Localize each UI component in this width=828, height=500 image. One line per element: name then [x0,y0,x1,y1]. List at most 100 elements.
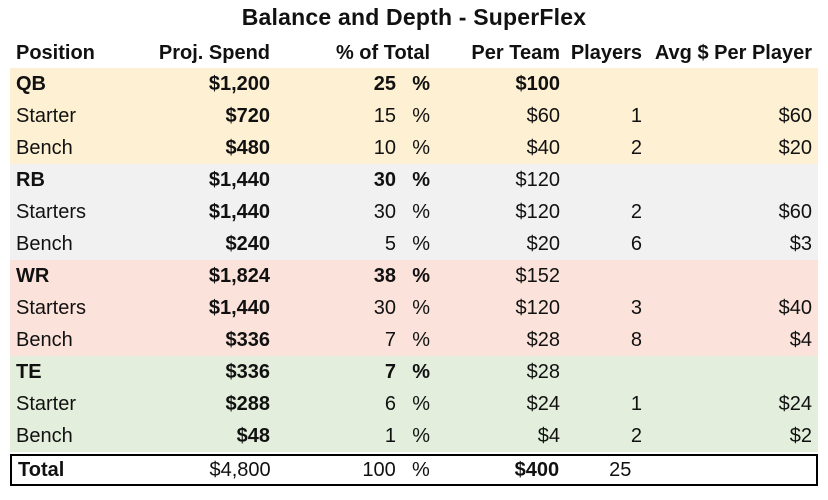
cell-pct: 1% [270,420,430,452]
cell-players: 3 [630,296,642,319]
cell-avg: $2 [789,424,812,447]
cell-avg [642,164,818,196]
cell-pct: 38% [270,260,430,292]
cell-avg [642,356,818,388]
cell-spend: $4,800 [209,458,271,481]
cell-players [560,68,642,100]
cell-players: 1 [630,104,642,127]
cell-pct-value: 30 [373,168,396,191]
cell-pct-value: 7 [384,360,396,383]
table-row-wr-bench: Bench $336 7% $28 8 $4 [10,324,818,356]
cell-players: 25 [609,458,632,481]
cell-pct-sign: % [412,136,430,159]
cell-position: Starters [16,296,87,319]
table-row-qb-bench: Bench $480 10% $40 2 $20 [10,132,818,164]
cell-avg [642,68,818,100]
cell-spend: $1,440 [208,168,270,191]
table-row-te: TE $336 7% $28 [10,356,818,388]
cell-per-team: $20 [526,232,560,255]
header-players: Players [570,41,642,64]
cell-position: Starter [16,104,77,127]
cell-per-team: $60 [526,104,560,127]
cell-pct-value: 6 [384,392,396,415]
cell-per-team: $120 [515,168,561,191]
cell-avg: $20 [778,136,812,159]
cell-per-team: $24 [526,392,560,415]
cell-spend: $1,200 [208,72,270,95]
cell-pct-sign: % [412,232,430,255]
cell-spend: $720 [225,104,271,127]
cell-pct-sign: % [412,104,430,127]
cell-position: Bench [16,232,73,255]
cell-spend: $480 [225,136,271,159]
cell-pct-sign: % [412,360,430,383]
cell-position: Total [18,458,65,481]
cell-pct: 25% [270,68,430,100]
header-position: Position [16,41,95,64]
cell-players [560,260,642,292]
cell-pct-sign: % [411,458,430,481]
cell-avg: $60 [778,104,812,127]
cell-position: Starters [16,200,87,223]
cell-players: 2 [630,136,642,159]
cell-per-team: $28 [526,328,560,351]
cell-spend: $1,440 [208,200,270,223]
cell-pct: 7% [270,324,430,356]
cell-avg: $4 [789,328,812,351]
cell-avg: $40 [778,296,812,319]
cell-pct-value: 1 [384,424,396,447]
cell-pct-value: 7 [384,328,396,351]
header-row: Position Proj. Spend % of Total Per Team… [10,38,818,68]
balance-depth-table: Position Proj. Spend % of Total Per Team… [10,38,818,486]
cell-per-team: $120 [515,200,561,223]
table-row-wr: WR $1,824 38% $152 [10,260,818,292]
cell-per-team: $152 [515,264,561,287]
cell-pct: 100% [271,456,430,484]
cell-pct-value: 30 [373,200,396,223]
cell-spend: $336 [225,328,271,351]
cell-players: 8 [630,328,642,351]
cell-pct-sign: % [412,424,430,447]
cell-pct: 5% [270,228,430,260]
cell-per-team: $40 [526,136,560,159]
cell-position: QB [16,72,46,95]
cell-pct-sign: % [412,168,430,191]
cell-players: 2 [630,424,642,447]
cell-position: Starter [16,392,77,415]
cell-pct: 30% [270,292,430,324]
cell-avg: $60 [778,200,812,223]
cell-pct-value: 100 [362,458,396,481]
cell-pct-sign: % [412,328,430,351]
table-row-rb-bench: Bench $240 5% $20 6 $3 [10,228,818,260]
cell-pct-value: 15 [373,104,396,127]
cell-pct: 30% [270,196,430,228]
cell-position: RB [16,168,45,191]
cell-spend: $1,824 [208,264,270,287]
table-row-total: Total $4,800 100% $400 25 [10,454,818,486]
cell-players [560,164,642,196]
table-row-te-starter: Starter $288 6% $24 1 $24 [10,388,818,420]
cell-pct-sign: % [412,264,430,287]
cell-spend: $336 [225,360,271,383]
cell-spend: $48 [236,424,270,447]
cell-per-team: $100 [515,72,561,95]
cell-pct-value: 25 [373,72,396,95]
cell-position: WR [16,264,50,287]
header-proj-spend: Proj. Spend [158,41,270,64]
cell-pct: 30% [270,164,430,196]
cell-per-team: $4 [537,424,560,447]
cell-players: 6 [630,232,642,255]
table-row-qb: QB $1,200 25% $100 [10,68,818,100]
cell-pct: 7% [270,356,430,388]
cell-pct: 6% [270,388,430,420]
table-row-rb-starters: Starters $1,440 30% $120 2 $60 [10,196,818,228]
cell-position: Bench [16,136,73,159]
cell-players: 2 [630,200,642,223]
cell-per-team: $28 [526,360,560,383]
cell-pct-sign: % [412,296,430,319]
table-row-wr-starters: Starters $1,440 30% $120 3 $40 [10,292,818,324]
cell-players: 1 [630,392,642,415]
cell-per-team: $120 [515,296,561,319]
cell-pct-value: 5 [384,232,396,255]
header-per-team: Per Team [471,41,560,64]
